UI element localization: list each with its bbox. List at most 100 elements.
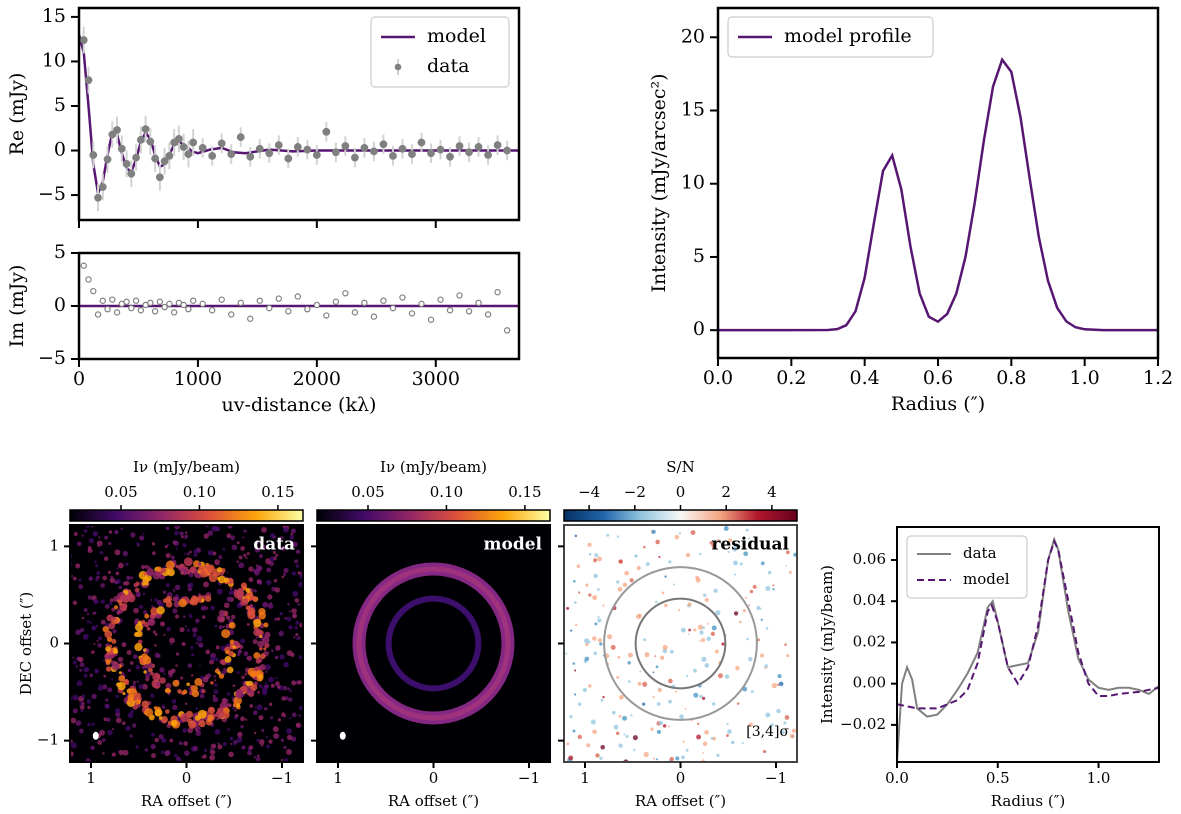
noise — [96, 669, 99, 673]
emission — [133, 582, 138, 588]
emission — [207, 706, 216, 714]
noise — [205, 649, 211, 655]
residual-speck — [765, 712, 771, 718]
emission — [228, 703, 232, 708]
noise — [213, 689, 219, 695]
noise — [230, 535, 236, 541]
annotation: [3,4]σ — [746, 724, 789, 740]
residual-speck — [589, 553, 592, 556]
data-point — [275, 295, 282, 302]
noise — [154, 632, 158, 636]
residual-speck — [730, 740, 735, 745]
noise — [280, 536, 284, 540]
residual-speck — [687, 602, 692, 607]
residual-speck — [771, 683, 777, 689]
noise — [189, 550, 192, 554]
emission — [160, 715, 168, 724]
noise — [172, 589, 176, 592]
residual-speck — [642, 702, 646, 706]
noise — [198, 728, 201, 732]
residual-speck — [716, 753, 720, 758]
noise — [240, 638, 246, 644]
noise — [97, 636, 102, 641]
emission — [156, 674, 161, 679]
noise — [159, 621, 166, 627]
residual-speck — [618, 714, 622, 718]
noise — [112, 629, 117, 634]
emission — [204, 595, 212, 602]
noise — [121, 671, 125, 675]
noise — [269, 602, 273, 605]
colorbar-label: Iν (mJy/beam) — [380, 458, 487, 476]
noise — [101, 738, 106, 742]
emission — [228, 650, 234, 657]
noise — [105, 698, 109, 702]
noise — [283, 527, 289, 533]
noise — [214, 559, 220, 566]
noise — [203, 533, 209, 539]
data-point — [380, 297, 387, 304]
residual-speck — [674, 534, 680, 540]
noise — [151, 753, 157, 759]
noise — [217, 742, 220, 745]
x-axis-label: RA offset (″) — [388, 792, 479, 810]
data-point — [455, 142, 464, 150]
residual-speck — [592, 729, 597, 734]
noise — [174, 584, 181, 590]
noise — [111, 728, 114, 731]
noise — [245, 718, 248, 721]
residual-speck — [624, 570, 629, 576]
noise — [193, 549, 198, 554]
noise — [283, 567, 289, 574]
noise — [257, 690, 260, 694]
noise — [282, 685, 288, 691]
noise — [175, 614, 180, 619]
emission — [171, 721, 177, 726]
axes-frame — [896, 526, 1160, 763]
emission — [144, 613, 150, 619]
noise — [99, 729, 105, 736]
colorbar-tick-label: 4 — [767, 483, 777, 501]
noise — [114, 708, 121, 714]
x-tick-label: 1000 — [174, 368, 222, 390]
noise — [212, 696, 219, 703]
residual-speck — [684, 707, 687, 710]
data-point — [236, 133, 245, 142]
y-tick-label: 0 — [54, 139, 66, 161]
noise — [262, 601, 269, 608]
noise — [287, 687, 290, 691]
noise — [115, 717, 122, 724]
residual-speck — [569, 714, 573, 719]
noise — [183, 741, 188, 746]
noise — [289, 689, 293, 693]
noise — [88, 537, 95, 544]
noise — [172, 608, 178, 614]
x-axis-label: uv-distance (kλ) — [222, 394, 377, 416]
noise — [275, 656, 278, 659]
noise — [159, 667, 165, 673]
noise — [286, 650, 293, 657]
noise — [109, 598, 114, 603]
noise — [286, 616, 292, 622]
noise — [107, 570, 111, 574]
data-point — [255, 144, 264, 153]
x-tick-label: 0.8 — [996, 367, 1026, 389]
noise — [291, 680, 297, 686]
noise — [290, 528, 296, 534]
residual-speck — [681, 755, 685, 760]
residual-speck — [645, 562, 650, 566]
x-tick-label: −1 — [765, 769, 787, 787]
x-tick-label: 0 — [182, 769, 192, 787]
noise — [240, 546, 245, 551]
noise — [235, 714, 239, 718]
x-tick-label: 0.0 — [703, 367, 733, 389]
noise — [169, 738, 174, 743]
noise — [212, 551, 217, 556]
noise — [87, 705, 91, 710]
residual-speck — [728, 538, 733, 543]
noise — [117, 562, 124, 569]
emission — [250, 683, 258, 691]
noise — [145, 676, 150, 682]
emission — [113, 605, 119, 610]
noise — [97, 740, 102, 745]
